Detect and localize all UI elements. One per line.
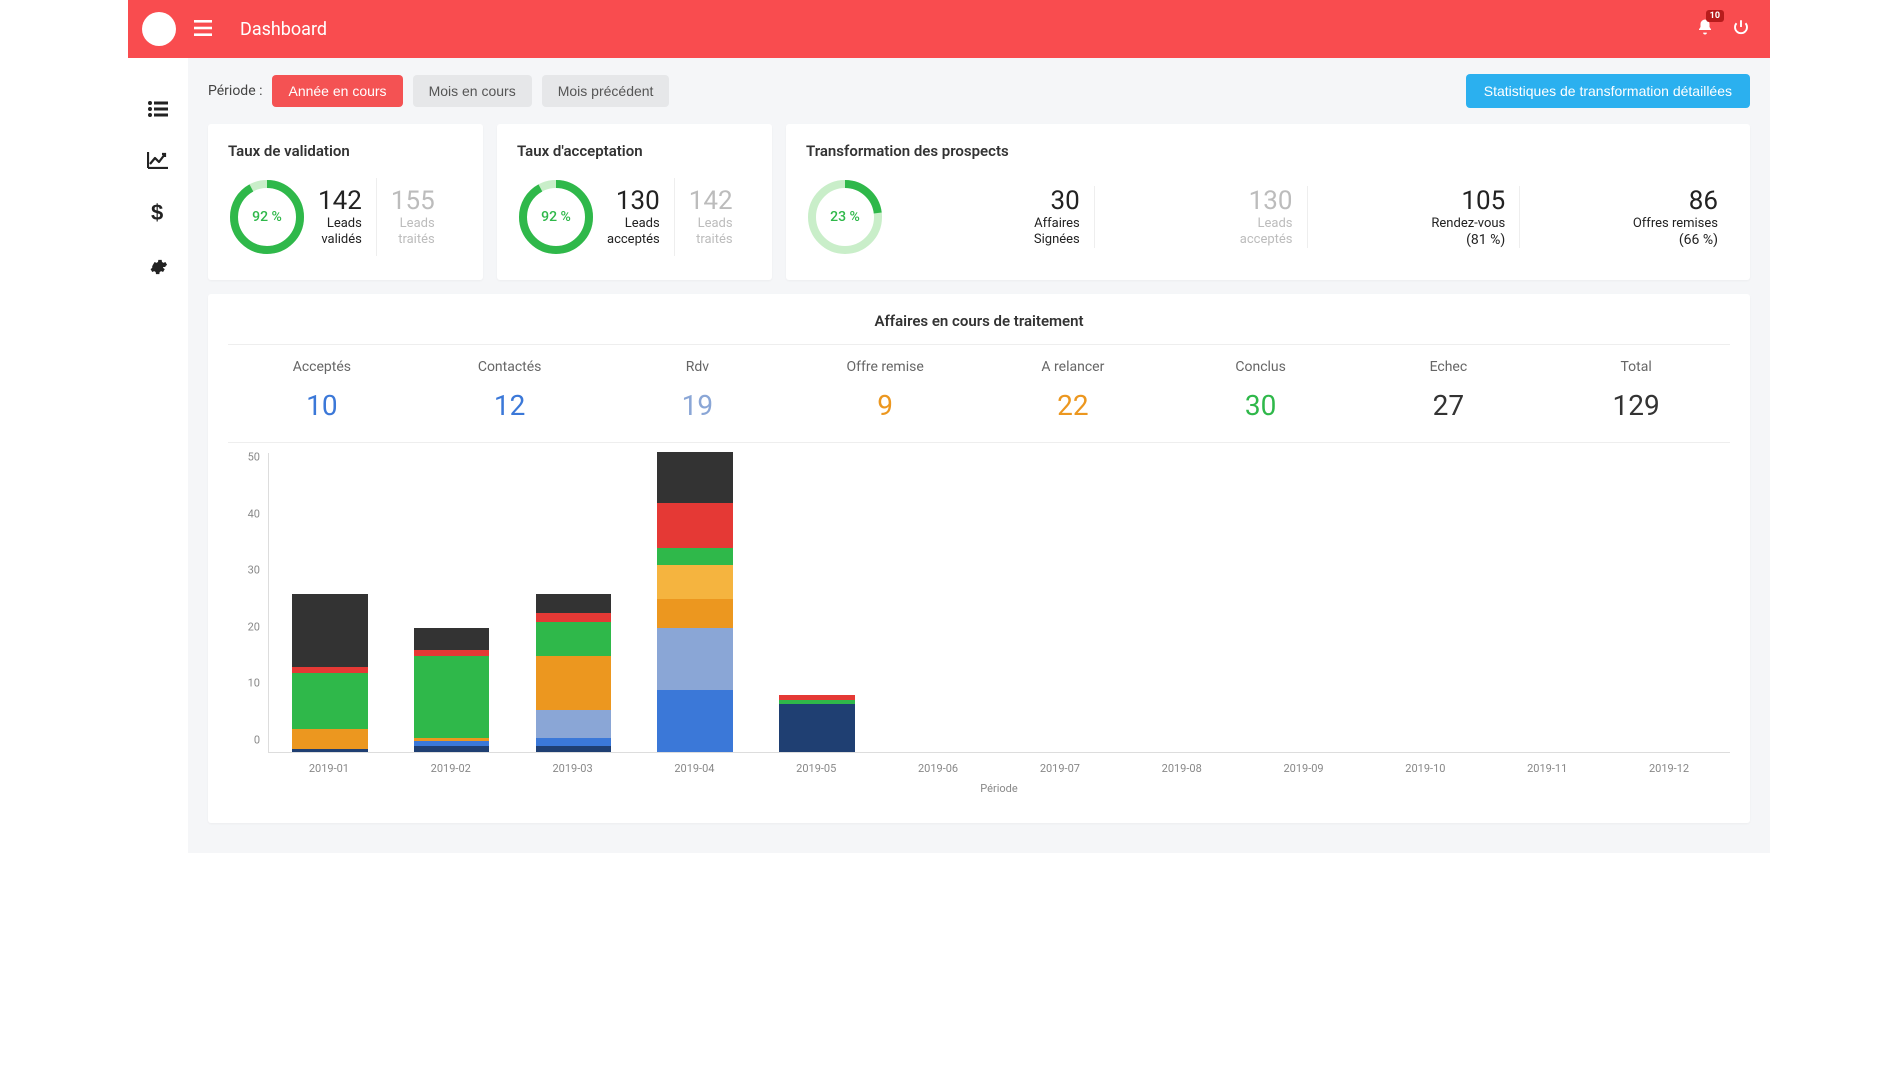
status-col: Conclus30 bbox=[1167, 359, 1355, 422]
transformation-stat: 105Rendez-vous(81 %) bbox=[1310, 186, 1518, 249]
donut-pct: 23 % bbox=[806, 178, 884, 256]
sidebar: $ bbox=[128, 58, 188, 853]
x-label: 2019-12 bbox=[1608, 762, 1730, 775]
x-label: 2019-05 bbox=[755, 762, 877, 775]
bar-slot bbox=[1000, 453, 1122, 752]
pipeline-card: Affaires en cours de traitement Acceptés… bbox=[208, 294, 1750, 823]
stacked-bar bbox=[657, 452, 732, 752]
donut-validation: 92 % bbox=[228, 178, 306, 256]
x-label: 2019-02 bbox=[390, 762, 512, 775]
bar-slot bbox=[269, 453, 391, 752]
donut-acceptation: 92 % bbox=[517, 178, 595, 256]
bar-slot bbox=[634, 453, 756, 752]
card-title: Taux de validation bbox=[228, 142, 463, 160]
dollar-icon[interactable]: $ bbox=[151, 202, 165, 229]
transformation-stat: 130Leadsacceptés bbox=[1097, 186, 1305, 249]
stat-leads-valides: 142 Leads validés bbox=[306, 186, 374, 249]
x-label: 2019-07 bbox=[999, 762, 1121, 775]
bar-chart: 01020304050 2019-012019-022019-032019-04… bbox=[228, 453, 1730, 793]
shell: $ Période : Année en cours Mois en cours… bbox=[128, 58, 1770, 853]
donut-transformation: 23 % bbox=[806, 178, 884, 256]
stat-leads-traites: 142 Leads traités bbox=[677, 186, 745, 249]
bar-slot bbox=[391, 453, 513, 752]
bar-slot bbox=[1365, 453, 1487, 752]
status-col: Echec27 bbox=[1355, 359, 1543, 422]
x-axis-title: Période bbox=[268, 782, 1730, 795]
period-toolbar: Période : Année en cours Mois en cours M… bbox=[208, 74, 1750, 108]
bar-slot bbox=[1243, 453, 1365, 752]
card-transformation: Transformation des prospects 23 % 30Affa… bbox=[786, 124, 1750, 280]
power-icon[interactable] bbox=[1732, 18, 1750, 41]
stat-leads-traites: 155 Leads traités bbox=[379, 186, 447, 249]
bar-slot bbox=[756, 453, 878, 752]
notifications-button[interactable]: 10 bbox=[1696, 18, 1714, 41]
status-col: A relancer22 bbox=[979, 359, 1167, 422]
status-col: Total129 bbox=[1542, 359, 1730, 422]
x-label: 2019-04 bbox=[633, 762, 755, 775]
kpi-cards: Taux de validation 92 % 142 Leads validé… bbox=[208, 124, 1750, 280]
hamburger-icon[interactable] bbox=[194, 17, 212, 41]
donut-pct: 92 % bbox=[517, 178, 595, 256]
period-option-year[interactable]: Année en cours bbox=[272, 75, 402, 107]
topbar-right: 10 bbox=[1696, 18, 1750, 41]
stat-leads-acceptes: 130 Leads acceptés bbox=[595, 186, 672, 249]
bar-slot bbox=[878, 453, 1000, 752]
period-option-month[interactable]: Mois en cours bbox=[413, 75, 532, 107]
stacked-bar bbox=[536, 594, 611, 752]
page-title: Dashboard bbox=[240, 19, 327, 40]
bar-slot bbox=[1487, 453, 1609, 752]
card-validation: Taux de validation 92 % 142 Leads validé… bbox=[208, 124, 483, 280]
donut-pct: 92 % bbox=[228, 178, 306, 256]
notification-badge: 10 bbox=[1706, 10, 1724, 22]
status-col: Contactés12 bbox=[416, 359, 604, 422]
avatar[interactable] bbox=[142, 12, 176, 46]
x-label: 2019-10 bbox=[1364, 762, 1486, 775]
x-label: 2019-03 bbox=[512, 762, 634, 775]
bar-slot bbox=[1121, 453, 1243, 752]
stacked-bar bbox=[292, 594, 367, 752]
card-acceptation: Taux d'acceptation 92 % 130 Leads accept… bbox=[497, 124, 772, 280]
pipeline-title: Affaires en cours de traitement bbox=[228, 312, 1730, 345]
status-col: Offre remise9 bbox=[791, 359, 979, 422]
card-title: Taux d'acceptation bbox=[517, 142, 752, 160]
list-icon[interactable] bbox=[148, 98, 168, 122]
topbar-left: Dashboard bbox=[128, 12, 327, 46]
period-option-prev-month[interactable]: Mois précédent bbox=[542, 75, 670, 107]
x-label: 2019-06 bbox=[877, 762, 999, 775]
status-col: Rdv19 bbox=[604, 359, 792, 422]
main-content: Période : Année en cours Mois en cours M… bbox=[188, 58, 1770, 853]
period-label: Période : bbox=[208, 83, 262, 99]
bar-slot bbox=[1608, 453, 1730, 752]
stacked-bar bbox=[779, 695, 854, 752]
stacked-bar bbox=[414, 628, 489, 753]
x-label: 2019-01 bbox=[268, 762, 390, 775]
gear-icon[interactable] bbox=[148, 257, 168, 282]
x-label: 2019-11 bbox=[1486, 762, 1608, 775]
status-col: Acceptés10 bbox=[228, 359, 416, 422]
x-label: 2019-08 bbox=[1121, 762, 1243, 775]
card-title: Transformation des prospects bbox=[806, 142, 1730, 160]
bar-slot bbox=[513, 453, 635, 752]
topbar: Dashboard 10 bbox=[128, 0, 1770, 58]
x-label: 2019-09 bbox=[1243, 762, 1365, 775]
transformation-stat: 30AffairesSignées bbox=[884, 186, 1092, 249]
svg-text:$: $ bbox=[151, 202, 163, 224]
chart-line-icon[interactable] bbox=[147, 150, 169, 174]
transformation-stat: 86Offres remises(66 %) bbox=[1522, 186, 1730, 249]
pipeline-status-row: Acceptés10Contactés12Rdv19Offre remise9A… bbox=[228, 345, 1730, 443]
stats-detail-button[interactable]: Statistiques de transformation détaillée… bbox=[1466, 74, 1750, 108]
